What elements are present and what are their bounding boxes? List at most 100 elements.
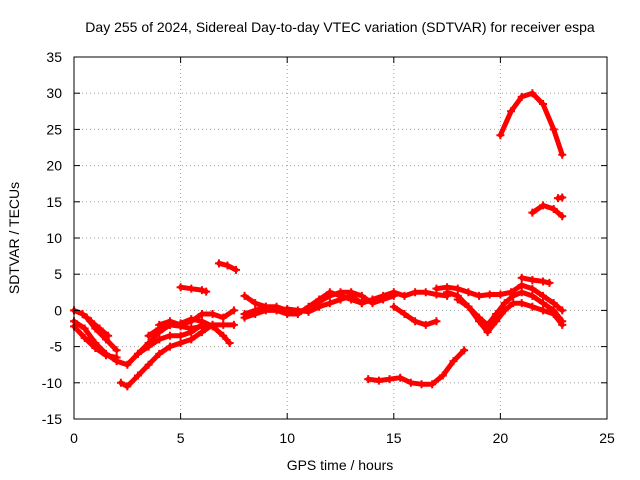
data-point (197, 286, 206, 295)
data-point (464, 288, 473, 297)
data-point (116, 378, 125, 387)
data-point (517, 281, 526, 290)
plot-frame (73, 56, 608, 420)
data-point (464, 302, 473, 311)
y-tick-label: -10 (42, 375, 62, 391)
data-point (240, 291, 249, 300)
y-tick-label: 5 (54, 266, 62, 282)
data-point (379, 295, 388, 304)
data-point (528, 208, 537, 217)
data-point (528, 275, 537, 284)
data-point (421, 288, 430, 297)
y-tick-label: -15 (42, 411, 62, 427)
data-point (229, 306, 238, 315)
y-tick-label: 0 (54, 302, 62, 318)
data-point (558, 306, 567, 315)
data-point (187, 335, 196, 344)
y-tick-label: 30 (46, 85, 62, 101)
data-point (539, 277, 548, 286)
series-arc-19 (453, 288, 567, 329)
series-line (529, 202, 565, 219)
data-point (545, 278, 554, 287)
x-tick-label: 10 (279, 430, 295, 446)
data-point (549, 125, 558, 134)
data-point (389, 302, 398, 311)
data-point (528, 89, 537, 98)
data-point (347, 288, 356, 297)
data-point (517, 288, 526, 297)
data-point (549, 299, 558, 308)
data-point (240, 310, 249, 319)
data-point (165, 317, 174, 326)
y-tick-label: 35 (46, 49, 62, 65)
data-point (176, 331, 185, 340)
data-point (187, 284, 196, 293)
y-tick-label: -5 (50, 339, 63, 355)
data-point (509, 299, 518, 308)
data-point (421, 320, 430, 329)
x-tick-label: 5 (177, 430, 185, 446)
data-point (315, 297, 324, 306)
data-point (492, 310, 501, 319)
data-point (449, 357, 458, 366)
data-point (517, 92, 526, 101)
data-point (400, 291, 409, 300)
data-point (219, 331, 228, 340)
data-point (483, 320, 492, 329)
data-point (539, 291, 548, 300)
y-tick-label: 20 (46, 158, 62, 174)
data-point (500, 299, 509, 308)
data-point (432, 284, 441, 293)
data-point (78, 310, 87, 319)
data-point (389, 291, 398, 300)
data-point (374, 376, 383, 385)
data-point (517, 299, 526, 308)
data-point (558, 317, 567, 326)
series-arc-21 (496, 89, 567, 159)
data-point (496, 131, 505, 140)
data-point (443, 283, 452, 292)
data-point (101, 351, 110, 360)
data-point (251, 306, 260, 315)
data-point (223, 261, 232, 270)
data-point (80, 333, 89, 342)
data-point (202, 287, 211, 296)
data-point (133, 349, 142, 358)
data-point (411, 317, 420, 326)
data-point (325, 291, 334, 300)
series-arc-20 (517, 273, 554, 287)
data-point (219, 320, 228, 329)
data-point (475, 313, 484, 322)
data-point (483, 328, 492, 337)
data-point (432, 317, 441, 326)
series-arc-15 (389, 302, 441, 329)
data-point (517, 273, 526, 282)
data-point (325, 299, 334, 308)
data-point (496, 290, 505, 299)
data-series (70, 89, 567, 391)
series-arc-23 (553, 193, 567, 203)
data-point (155, 335, 164, 344)
data-point (539, 100, 548, 109)
data-point (475, 291, 484, 300)
data-point (165, 331, 174, 340)
data-point (197, 317, 206, 326)
data-point (507, 107, 516, 116)
data-point (368, 299, 377, 308)
data-point (272, 302, 281, 311)
data-point (293, 308, 302, 317)
series-line (497, 90, 565, 158)
series-arc-18 (432, 281, 567, 315)
x-axis-label: GPS time / hours (287, 457, 394, 473)
series-line (84, 315, 120, 353)
data-point (400, 310, 409, 319)
data-point (232, 265, 241, 274)
data-point (176, 338, 185, 347)
data-point (283, 306, 292, 315)
data-point (261, 302, 270, 311)
series-arc-4 (82, 313, 121, 355)
data-point (208, 310, 217, 319)
data-point (558, 212, 567, 221)
x-tick-label: 20 (493, 430, 509, 446)
data-point (112, 353, 121, 362)
